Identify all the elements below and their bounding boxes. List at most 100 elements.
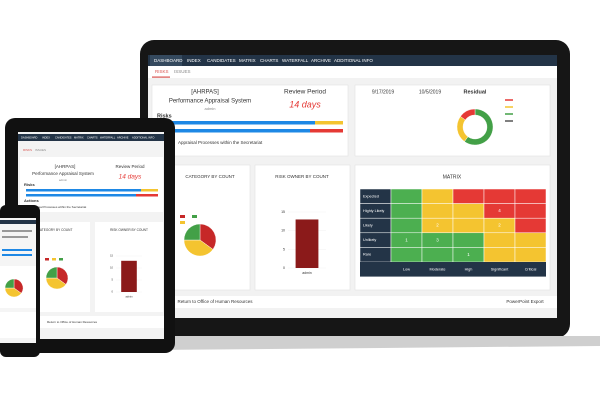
category-title: CATEGORY BY COUNT: [38, 228, 73, 232]
phone-line: [2, 254, 32, 256]
tab[interactable]: RISKS: [23, 148, 32, 152]
nav-item[interactable]: WATERFALL: [100, 135, 116, 139]
matrix-cell: [452, 203, 485, 219]
risks-label: Risks: [157, 113, 172, 119]
matrix-cell: [514, 232, 547, 248]
y-tick-label: 5: [283, 247, 285, 251]
owner-title: RISK OWNER BY COUNT: [275, 174, 329, 179]
matrix-count: 1: [467, 252, 470, 257]
tab[interactable]: ISSUES: [35, 148, 46, 152]
matrix-col-label: Critical: [525, 267, 537, 271]
nav-item[interactable]: ARCHIVE: [117, 135, 129, 139]
nav-item[interactable]: INDEX: [42, 135, 50, 139]
nav-item[interactable]: CHARTS: [87, 135, 98, 139]
nav-item[interactable]: CANDIDATES: [207, 58, 236, 63]
legend-swatch: [45, 258, 49, 261]
matrix-row-label: Unlikely: [363, 238, 376, 242]
nav-active: [150, 55, 182, 66]
y-tick-label: 10: [110, 266, 113, 270]
y-tick-label: 5: [112, 278, 114, 282]
y-tick-label: 10: [281, 229, 285, 233]
system-owner: admin: [59, 178, 68, 182]
nav-item[interactable]: INDEX: [187, 58, 201, 63]
matrix-row-label: Expected: [363, 194, 379, 198]
nav-item[interactable]: ADDITIONAL INFO: [132, 135, 154, 139]
matrix-cell: [390, 188, 423, 204]
tablet-nav-items: DASHBOARD INDEX CANDIDATES MATRIX CHARTS…: [21, 135, 154, 139]
phone-line: [2, 236, 28, 238]
system-owner: admin: [205, 106, 216, 111]
nav-item[interactable]: MATRIX: [74, 135, 84, 139]
risk-bar: [141, 189, 158, 192]
bar: [121, 260, 137, 292]
matrix-cell: [421, 188, 454, 204]
review-value: 14 days: [119, 174, 143, 181]
bar: [295, 219, 319, 268]
matrix-cell: [483, 247, 516, 263]
x-tick-label: admin: [125, 295, 133, 299]
actions-label: Actions: [24, 198, 39, 203]
pie-slice: [45, 266, 58, 279]
matrix-col-label: Moderate: [429, 267, 445, 271]
residual-legend: [505, 99, 513, 122]
review-value: 14 days: [289, 99, 321, 109]
nav-bar: [148, 55, 557, 66]
risk-bar: [310, 129, 343, 133]
risk-bar: [26, 194, 136, 197]
process: Appraisal Processes within the Secretari…: [30, 205, 86, 209]
pie-slice: [183, 223, 201, 241]
matrix-cell: [452, 232, 485, 248]
legend-swatch: [59, 258, 63, 261]
matrix-cell: [452, 188, 485, 204]
return-link[interactable]: Return to Office of Human Resources: [47, 320, 97, 324]
nav-item[interactable]: CANDIDATES: [55, 135, 72, 139]
matrix-count: 1: [405, 237, 408, 242]
matrix-cell: [514, 203, 547, 219]
system-code: [AHRPAS]: [55, 164, 76, 169]
y-tick-label: 15: [110, 254, 113, 258]
matrix-row-label: Rare: [363, 253, 371, 257]
risk-bar: [26, 189, 141, 192]
return-link[interactable]: Return to Office of Human Resources: [178, 299, 254, 304]
matrix-row-label: Highly Likely: [363, 209, 384, 213]
matrix-count: 3: [436, 237, 439, 242]
tab-underline: [152, 76, 170, 78]
tab[interactable]: ISSUES: [174, 69, 191, 74]
matrix-cell: [390, 203, 423, 219]
phone-card: [0, 312, 36, 338]
nav-item[interactable]: DASHBOARD: [154, 58, 183, 63]
owner-title: RISK OWNER BY COUNT: [110, 228, 148, 232]
matrix-col-label: High: [465, 267, 473, 271]
matrix-col-label: Significant: [491, 267, 509, 271]
nav-item[interactable]: CHARTS: [260, 58, 278, 63]
phone-nav: [0, 220, 36, 224]
category-title: CATEGORY BY COUNT: [185, 174, 234, 179]
nav-item[interactable]: WATERFALL: [282, 58, 309, 63]
matrix-count: 2: [498, 223, 501, 228]
laptop-base: [128, 336, 600, 350]
nav-item[interactable]: ARCHIVE: [311, 58, 331, 63]
system-name: Performance Appraisal System: [169, 99, 251, 105]
nav-item[interactable]: DASHBOARD: [21, 135, 38, 139]
nav-item[interactable]: MATRIX: [239, 58, 256, 63]
donut-slice: [460, 108, 476, 121]
risks-label: Risks: [24, 182, 35, 187]
tablet-nav-bar: [18, 134, 164, 141]
matrix-col-label: Low: [403, 267, 410, 271]
matrix-cell: [514, 188, 547, 204]
nav-item[interactable]: ADDITIONAL INFO: [334, 58, 373, 63]
matrix-cell: [390, 247, 423, 263]
tab[interactable]: RISKS: [155, 69, 169, 74]
matrix-cell: [514, 247, 547, 263]
dates-panel: [354, 84, 551, 157]
process: Appraisal Processes within the Secretari…: [178, 140, 263, 145]
matrix-title: MATRIX: [443, 174, 462, 180]
matrix-cell: [483, 232, 516, 248]
legend-swatch: [52, 258, 56, 261]
risk-bar: [160, 121, 332, 125]
pie-slice: [199, 223, 217, 250]
pie-slice: [183, 239, 214, 257]
matrix-row-label: Likely: [363, 224, 373, 228]
export-button[interactable]: PowerPoint Export: [506, 299, 544, 304]
